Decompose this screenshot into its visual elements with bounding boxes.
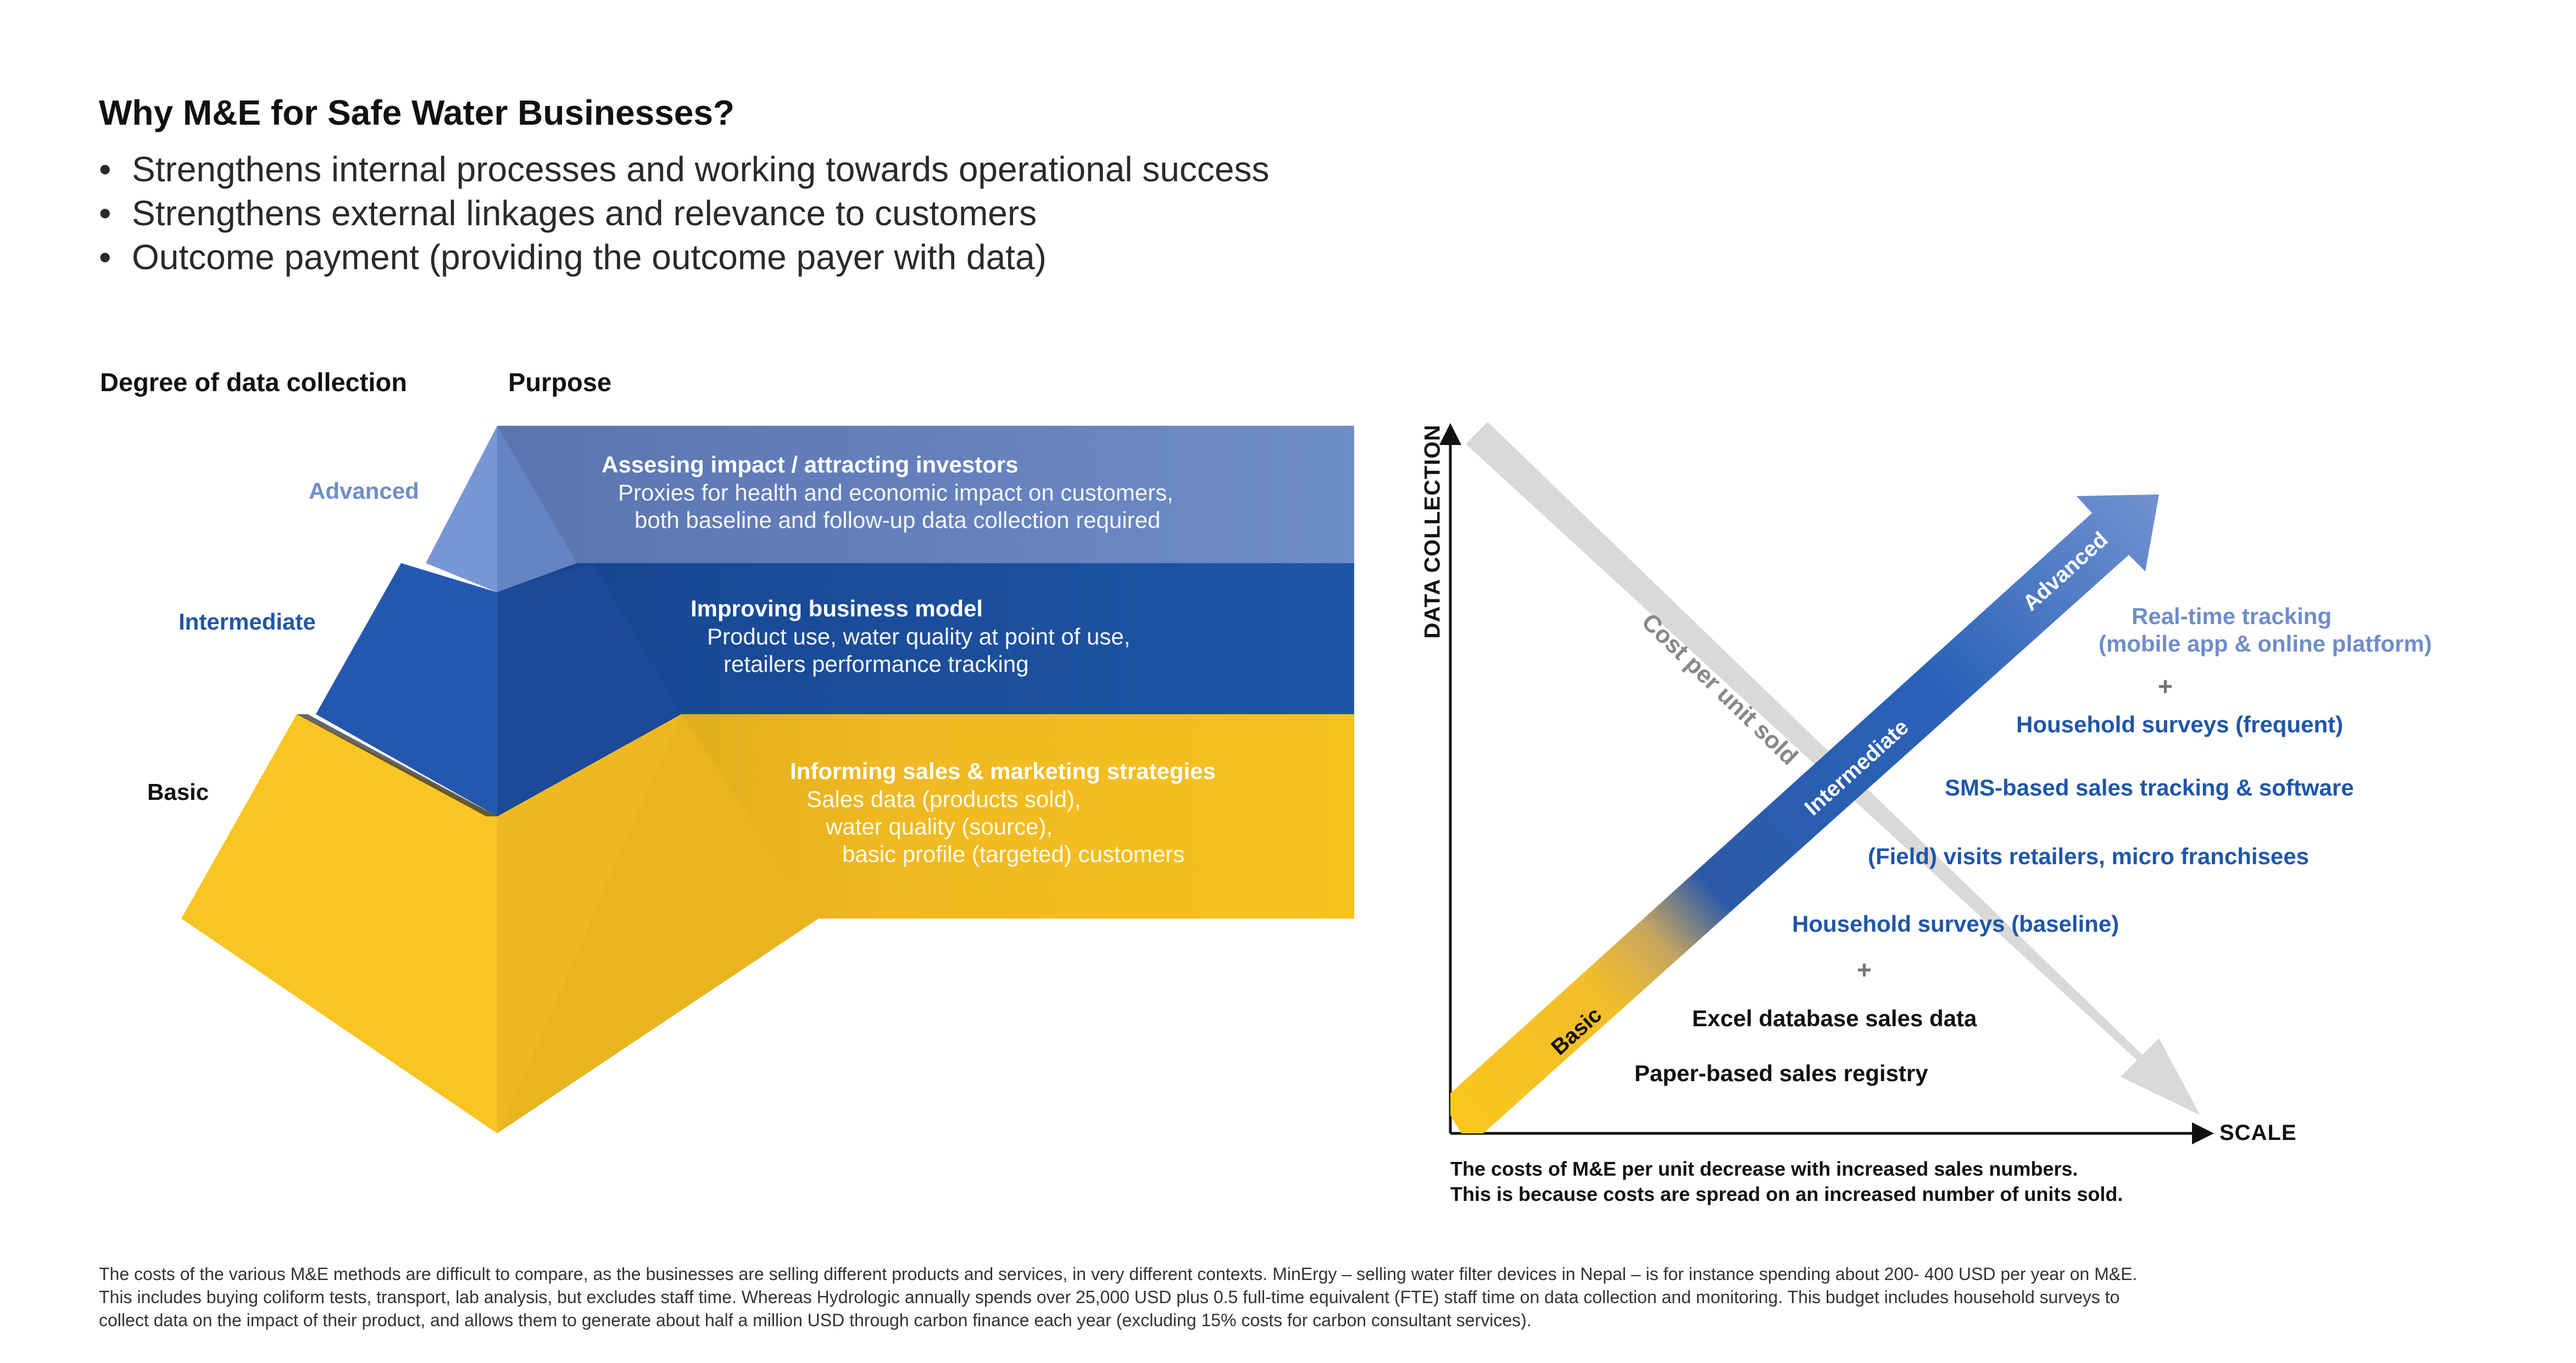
plus-glyph: +: [2158, 672, 2173, 700]
method-hh-baseline: Household surveys (baseline): [1792, 911, 2119, 937]
page-title: Why M&E for Safe Water Businesses?: [99, 93, 735, 132]
pyramid-intermediate-front-left: [316, 563, 497, 816]
col-purpose-header: Purpose: [508, 368, 612, 397]
method-realtime-detail: (mobile app & online platform): [2099, 631, 2432, 657]
level-intermediate: Intermediate: [179, 609, 316, 635]
pyramid-advanced-right: [497, 426, 577, 592]
pyramid-intermediate-front-right: [497, 563, 681, 816]
band-basic-line: Sales data (products sold),: [806, 786, 1081, 812]
level-basic: Basic: [147, 779, 209, 805]
band-advanced-line: both baseline and follow-up data collect…: [635, 507, 1161, 533]
bullet-text: Outcome payment (providing the outcome p…: [132, 237, 1047, 277]
stage-arrow: [1450, 494, 2159, 1133]
method-field-visits: (Field) visits retailers, micro franchis…: [1868, 843, 2310, 869]
bullet-list: • Strengthens internal processes and work…: [99, 147, 1269, 279]
pyramid-basic-left: [181, 714, 497, 1133]
band-intermediate-line: retailers performance tracking: [724, 651, 1029, 677]
chart-note-line: This is because costs are spread on an i…: [1450, 1183, 2123, 1205]
bullet-glyph: •: [99, 237, 112, 277]
band-intermediate-line: Product use, water quality at point of u…: [707, 624, 1131, 649]
x-axis-label: SCALE: [2219, 1121, 2297, 1145]
level-advanced: Advanced: [309, 478, 419, 504]
footer-text: The costs of the various M&E methods are…: [99, 1262, 2489, 1332]
bullet-glyph: •: [99, 149, 112, 189]
footer-line: This includes buying coliform tests, tra…: [99, 1287, 2120, 1307]
footer-line: collect data on the impact of their prod…: [99, 1310, 1532, 1330]
method-sms: SMS-based sales tracking & software: [1945, 775, 2354, 800]
band-intermediate-title: Improving business model: [691, 596, 983, 621]
footer-line: The costs of the various M&E methods are…: [99, 1264, 2138, 1284]
plus-glyph: +: [1857, 955, 1872, 984]
method-paper: Paper-based sales registry: [1634, 1060, 1928, 1086]
pyramid-basic-front-right: [497, 714, 681, 1133]
pyramid-basic-right: [497, 714, 819, 1133]
bullet-item: • Strengthens internal processes and work…: [99, 147, 1269, 191]
bullet-glyph: •: [99, 193, 112, 233]
band-advanced-title: Assesing impact / attracting investors: [602, 452, 1019, 477]
bullet-item: • Outcome payment (providing the outcome …: [99, 235, 1269, 279]
band-basic-line: water quality (source),: [826, 814, 1053, 839]
band-basic-line: basic profile (targeted) customers: [842, 841, 1185, 867]
bullet-item: • Strengthens external linkages and relev…: [99, 191, 1269, 235]
bullet-text: Strengthens external linkages and releva…: [132, 193, 1037, 233]
pyramid-shadow: [297, 714, 497, 816]
band-basic-title: Informing sales & marketing strategies: [790, 758, 1216, 784]
method-realtime: Real-time tracking: [2132, 603, 2332, 629]
chart-note-line: The costs of M&E per unit decrease with …: [1450, 1158, 2078, 1180]
pyramid-basic-front-left: [297, 714, 497, 1133]
bullet-text: Strengthens internal processes and worki…: [132, 149, 1270, 189]
band-advanced: [497, 426, 1354, 563]
band-advanced-line: Proxies for health and economic impact o…: [618, 480, 1173, 505]
col-degree-header: Degree of data collection: [100, 368, 407, 397]
y-axis-label: DATA COLLECTION: [1420, 424, 1445, 639]
method-hh-frequent: Household surveys (frequent): [2016, 711, 2344, 737]
pyramid-advanced-left: [426, 426, 497, 592]
method-excel: Excel database sales data: [1692, 1005, 1977, 1031]
